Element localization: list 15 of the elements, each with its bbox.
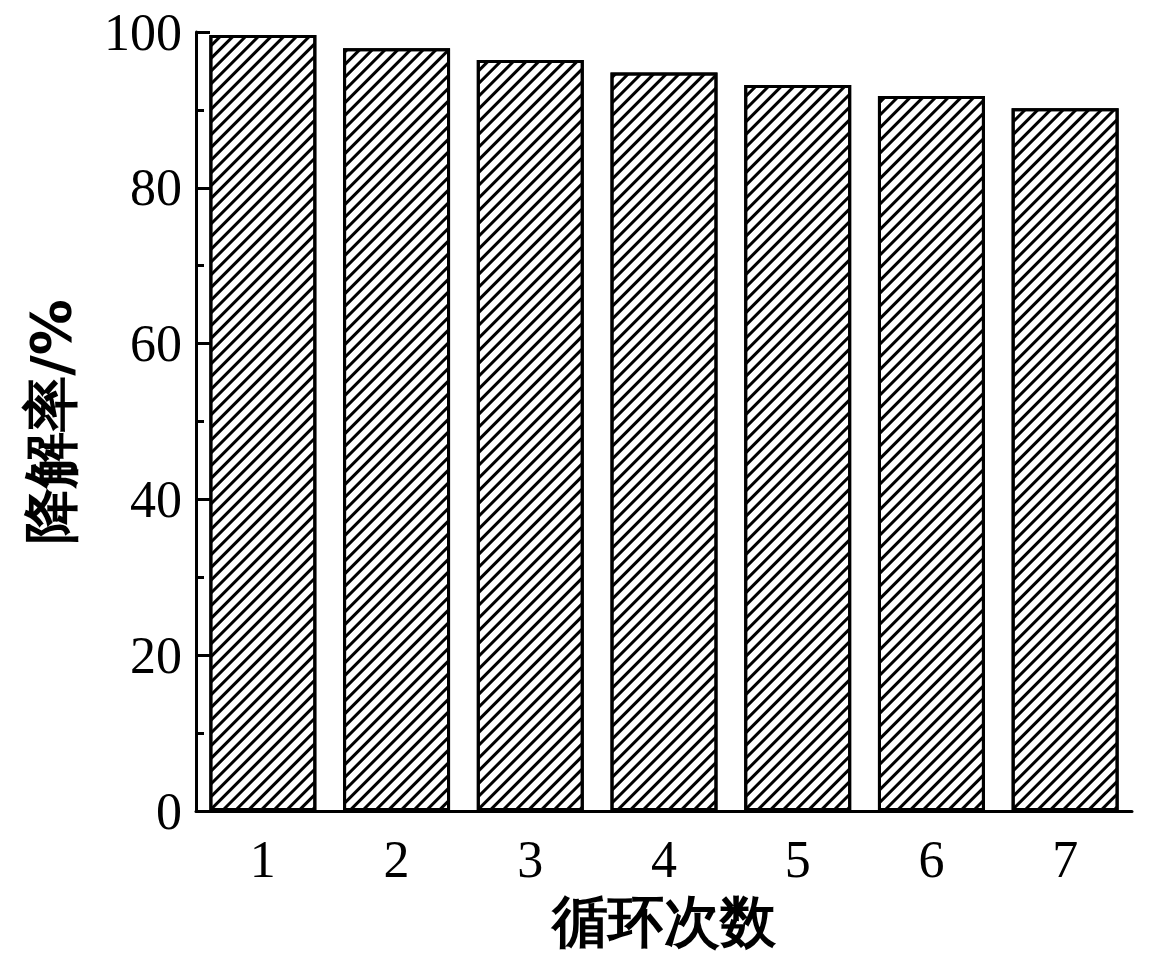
y-tick-label: 40	[130, 470, 182, 528]
y-axis-title: 降解率/%	[17, 299, 83, 544]
x-tick-label: 3	[517, 830, 544, 888]
y-tick-label: 20	[130, 626, 182, 684]
x-axis-title: 循环次数	[550, 888, 777, 954]
x-tick-label: 1	[249, 830, 276, 888]
x-tick-label: 6	[918, 830, 945, 888]
y-tick-label: 0	[156, 782, 182, 840]
x-tick-label: 5	[784, 830, 811, 888]
y-tick-label: 60	[130, 315, 182, 373]
y-tick-label: 80	[130, 159, 182, 217]
x-tick-label: 4	[651, 830, 677, 888]
x-tick-label: 7	[1052, 830, 1079, 888]
y-tick-label: 100	[104, 3, 182, 61]
x-tick-label: 2	[383, 830, 410, 888]
